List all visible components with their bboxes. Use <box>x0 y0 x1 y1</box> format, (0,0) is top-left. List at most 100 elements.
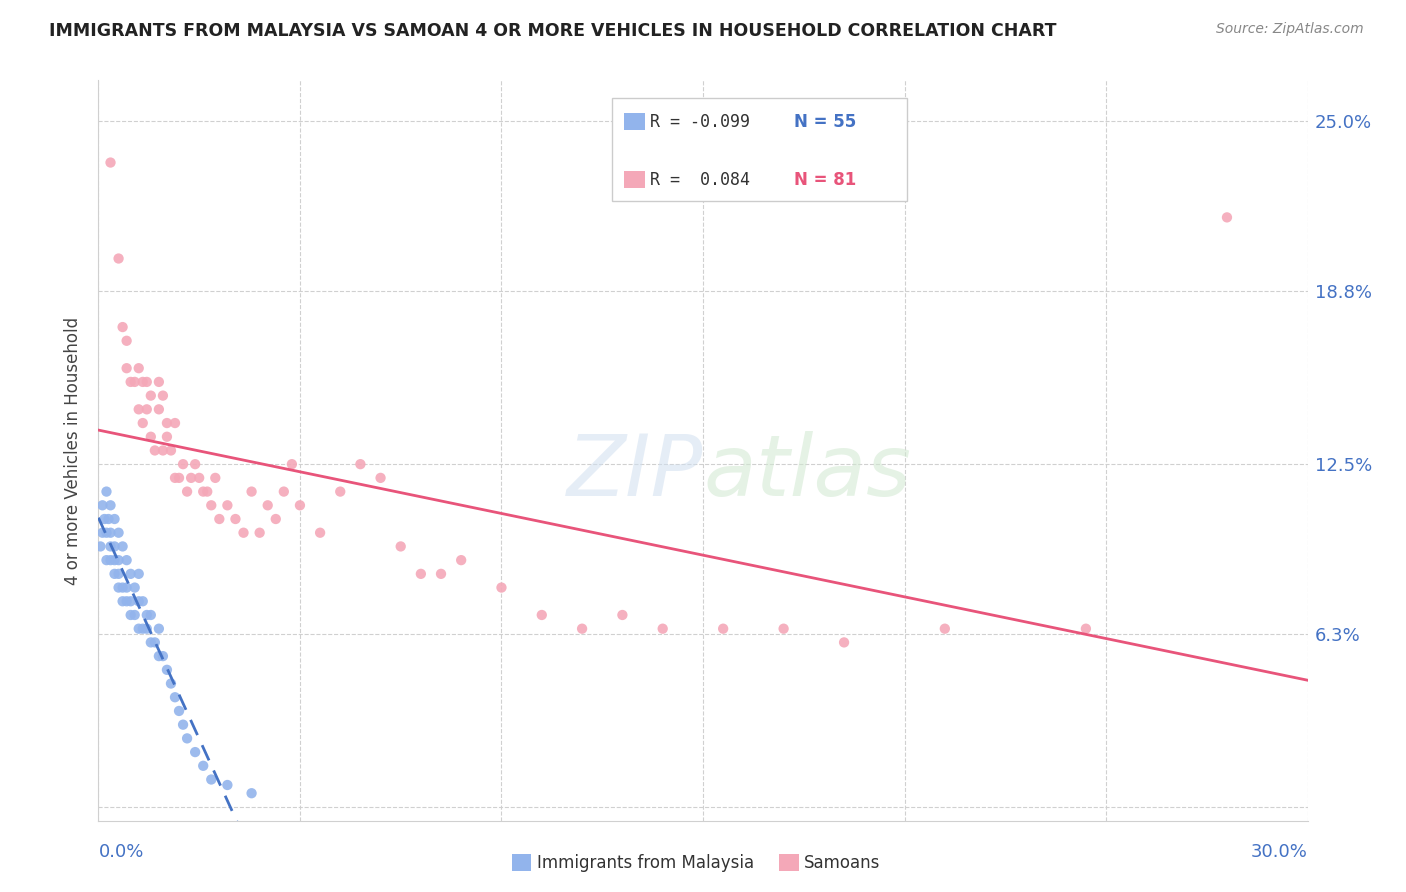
Point <box>184 457 207 471</box>
Point <box>132 416 155 430</box>
Point <box>193 759 215 773</box>
Point <box>103 553 125 567</box>
Point <box>135 607 157 622</box>
Point <box>120 594 142 608</box>
Point <box>148 622 170 636</box>
Point <box>100 553 122 567</box>
Point <box>281 457 304 471</box>
Point <box>249 525 271 540</box>
Point <box>107 566 129 581</box>
Point <box>193 484 215 499</box>
Point <box>612 607 634 622</box>
Point <box>160 676 183 690</box>
Text: IMMIGRANTS FROM MALAYSIA VS SAMOAN 4 OR MORE VEHICLES IN HOUSEHOLD CORRELATION C: IMMIGRANTS FROM MALAYSIA VS SAMOAN 4 OR … <box>49 22 1057 40</box>
Point <box>195 484 218 499</box>
Point <box>148 649 170 664</box>
Point <box>128 566 150 581</box>
Point <box>132 594 155 608</box>
Point <box>128 402 150 417</box>
Point <box>124 607 146 622</box>
Text: atlas: atlas <box>703 431 911 514</box>
Text: R =  0.084: R = 0.084 <box>650 171 749 189</box>
Text: R = -0.099: R = -0.099 <box>650 113 749 131</box>
Point <box>389 540 412 554</box>
Point <box>111 320 134 334</box>
Point <box>156 430 179 444</box>
Point <box>132 622 155 636</box>
Point <box>188 471 211 485</box>
Point <box>217 778 239 792</box>
Point <box>91 525 114 540</box>
Point <box>96 553 118 567</box>
Point <box>217 498 239 512</box>
Point <box>152 649 174 664</box>
Point <box>204 471 226 485</box>
Text: N = 81: N = 81 <box>794 171 856 189</box>
Point <box>571 622 593 636</box>
Point <box>200 772 222 787</box>
Text: ZIP: ZIP <box>567 431 703 514</box>
Point <box>180 471 202 485</box>
Point <box>111 594 134 608</box>
Point <box>152 443 174 458</box>
Point <box>115 553 138 567</box>
Point <box>240 786 263 800</box>
Point <box>135 402 157 417</box>
Point <box>148 375 170 389</box>
Point <box>491 581 513 595</box>
Point <box>91 498 114 512</box>
Point <box>256 498 278 512</box>
Point <box>128 361 150 376</box>
Point <box>163 416 186 430</box>
Point <box>139 635 162 649</box>
Y-axis label: 4 or more Vehicles in Household: 4 or more Vehicles in Household <box>65 317 83 584</box>
Point <box>176 731 198 746</box>
Point <box>349 457 371 471</box>
Point <box>430 566 453 581</box>
Point <box>107 581 129 595</box>
Point <box>124 581 146 595</box>
Point <box>934 622 956 636</box>
Point <box>115 594 138 608</box>
Point <box>111 581 134 595</box>
Point <box>103 540 125 554</box>
Point <box>107 525 129 540</box>
Point <box>103 566 125 581</box>
Point <box>176 484 198 499</box>
Point <box>530 607 553 622</box>
Point <box>120 607 142 622</box>
Point <box>370 471 392 485</box>
Point <box>120 566 142 581</box>
Point <box>184 745 207 759</box>
Point <box>128 594 150 608</box>
Text: Source: ZipAtlas.com: Source: ZipAtlas.com <box>1216 22 1364 37</box>
Point <box>148 402 170 417</box>
Point <box>152 389 174 403</box>
Point <box>139 389 162 403</box>
Point <box>240 484 263 499</box>
Point <box>651 622 673 636</box>
Text: 0.0%: 0.0% <box>98 843 143 861</box>
Point <box>1074 622 1097 636</box>
Point <box>172 717 194 731</box>
Point <box>772 622 794 636</box>
Point <box>232 525 254 540</box>
Point <box>143 443 166 458</box>
Point <box>139 430 162 444</box>
Point <box>135 375 157 389</box>
Point <box>172 457 194 471</box>
Point <box>156 416 179 430</box>
Point <box>208 512 231 526</box>
Point <box>309 525 332 540</box>
Point <box>139 607 162 622</box>
Point <box>100 498 122 512</box>
Point <box>107 252 129 266</box>
Point <box>329 484 352 499</box>
Point <box>107 553 129 567</box>
Text: 30.0%: 30.0% <box>1251 843 1308 861</box>
Point <box>167 471 190 485</box>
Point <box>100 155 122 169</box>
Point <box>160 443 183 458</box>
Point <box>450 553 472 567</box>
Point <box>1216 211 1239 225</box>
